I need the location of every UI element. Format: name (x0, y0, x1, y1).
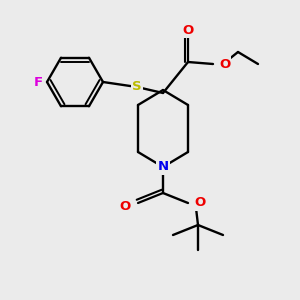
Text: O: O (182, 23, 194, 37)
Text: O: O (194, 196, 205, 209)
Text: N: N (158, 160, 169, 173)
Text: O: O (120, 200, 131, 212)
Text: O: O (219, 58, 230, 70)
Text: S: S (132, 80, 142, 94)
Text: N: N (158, 160, 169, 173)
Text: F: F (34, 76, 43, 88)
